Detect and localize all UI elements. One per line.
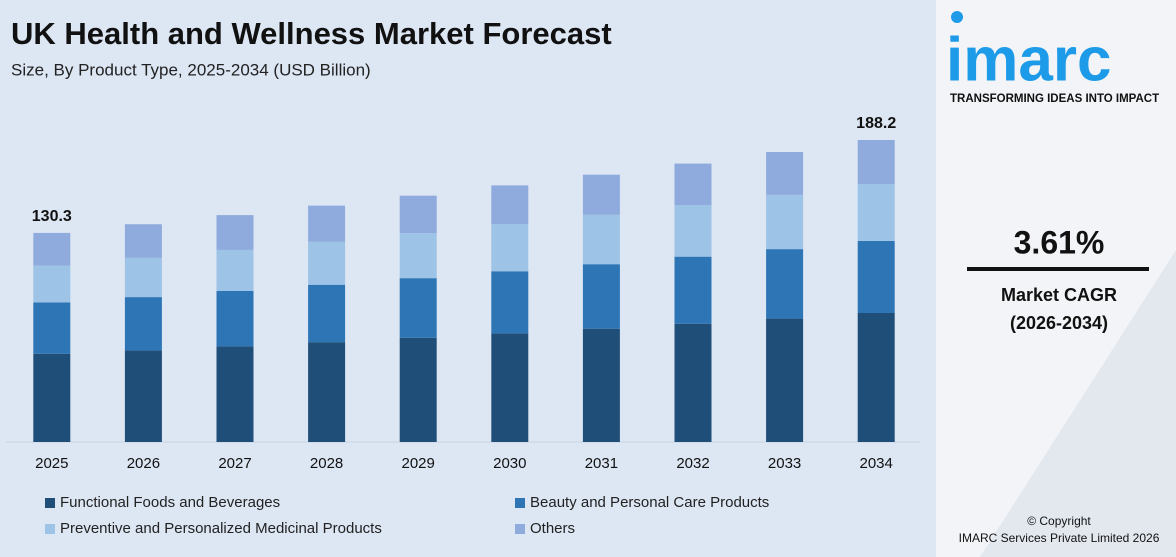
legend-label: Preventive and Personalized Medicinal Pr… xyxy=(60,520,382,537)
cagr: 3.61% xyxy=(1014,224,1105,260)
bar-segment xyxy=(399,337,437,442)
bar-segment xyxy=(857,312,895,442)
logo-dot xyxy=(951,11,963,23)
bar-segment xyxy=(216,215,254,250)
sidebar-deco xyxy=(980,250,1176,557)
bar-segment xyxy=(399,195,437,234)
bar-segment xyxy=(491,185,529,225)
legend-swatch xyxy=(45,524,55,534)
legend-swatch xyxy=(515,498,525,508)
bar-segment xyxy=(308,342,346,442)
copyright: © Copyright xyxy=(1027,514,1091,528)
bar-segment xyxy=(857,240,895,313)
cagr-period: (2026-2034) xyxy=(1010,313,1108,333)
chart-subtitle: Size, By Product Type, 2025-2034 (USD Bi… xyxy=(11,60,371,79)
bar-segment xyxy=(582,174,620,215)
bar-segment xyxy=(491,333,529,442)
total-label: 188.2 xyxy=(856,115,896,132)
bar-segment xyxy=(674,323,712,442)
x-tick-label: 2026 xyxy=(127,455,160,472)
x-tick-label: 2034 xyxy=(860,455,893,472)
bar-segment xyxy=(216,346,254,442)
legend-label: Functional Foods and Beverages xyxy=(60,494,280,511)
bar-segment xyxy=(766,318,804,442)
bar-segment xyxy=(124,297,162,351)
bar-segment xyxy=(33,265,71,303)
cagr-label: Market CAGR xyxy=(1001,285,1117,305)
bar-segment xyxy=(124,350,162,442)
total-label: 130.3 xyxy=(32,208,72,225)
bar-segment xyxy=(308,241,346,285)
bar-segment xyxy=(491,271,529,334)
x-tick-label: 2028 xyxy=(310,455,343,472)
company: IMARC Services Private Limited 2026 xyxy=(959,531,1160,545)
legend-label: Others xyxy=(530,520,575,537)
legend-swatch xyxy=(45,498,55,508)
bar-segment xyxy=(216,291,254,347)
bar-segment xyxy=(766,194,804,250)
bar-segment xyxy=(308,205,346,242)
bar-segment xyxy=(124,224,162,258)
bar-segment xyxy=(674,204,712,257)
bar-segment xyxy=(857,140,895,184)
bar-segment xyxy=(582,214,620,265)
x-tick-label: 2030 xyxy=(493,455,526,472)
x-tick-label: 2033 xyxy=(768,455,801,472)
bar-segment xyxy=(674,163,712,205)
cagr-rule xyxy=(967,267,1149,271)
bar-segment xyxy=(33,232,71,266)
bar-segment xyxy=(582,328,620,442)
x-tick-label: 2025 xyxy=(35,455,68,472)
bar-segment xyxy=(308,284,346,343)
bar-segment xyxy=(582,264,620,329)
bar-segment xyxy=(491,224,529,272)
bar-segment xyxy=(33,353,71,442)
bar-segment xyxy=(124,257,162,298)
bar-segment xyxy=(216,249,254,291)
bar-segment xyxy=(399,278,437,338)
logo: imarc xyxy=(946,25,1111,94)
x-tick-label: 2029 xyxy=(402,455,435,472)
x-tick-label: 2031 xyxy=(585,455,618,472)
bar-segment xyxy=(766,249,804,319)
chart-title: UK Health and Wellness Market Forecast xyxy=(11,16,612,51)
legend-swatch xyxy=(515,524,525,534)
bar-segment xyxy=(674,256,712,324)
x-tick-label: 2032 xyxy=(676,455,709,472)
tagline: TRANSFORMING IDEAS INTO IMPACT xyxy=(950,93,1159,105)
legend-label: Beauty and Personal Care Products xyxy=(530,494,769,511)
bar-segment xyxy=(766,152,804,195)
bar-segment xyxy=(857,183,895,241)
bar-segment xyxy=(33,302,71,354)
bar-segment xyxy=(399,233,437,279)
x-tick-label: 2027 xyxy=(218,455,251,472)
